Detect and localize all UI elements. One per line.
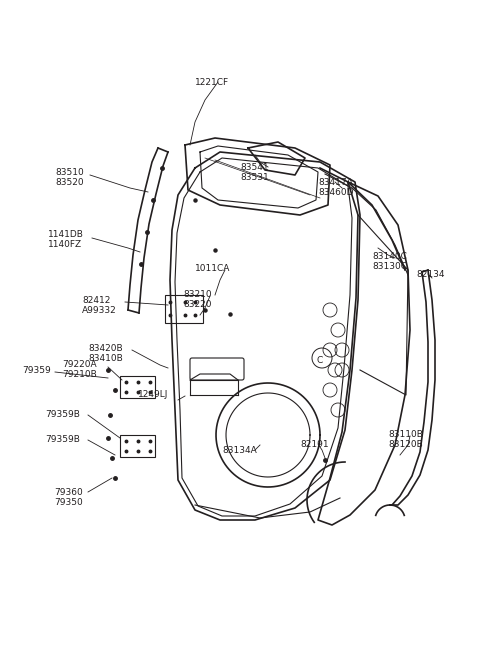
Text: 83420B
83410B: 83420B 83410B <box>88 344 123 363</box>
Text: 79360
79350: 79360 79350 <box>54 488 83 507</box>
Bar <box>120 376 155 398</box>
Text: 1221CF: 1221CF <box>195 78 229 87</box>
Text: 82191: 82191 <box>300 440 329 449</box>
Text: 82134: 82134 <box>416 270 444 279</box>
Text: 83110B
83120B: 83110B 83120B <box>388 430 423 449</box>
Text: 1249LJ: 1249LJ <box>138 390 168 399</box>
Text: 82412
A99332: 82412 A99332 <box>82 296 117 315</box>
Text: 83210
83220: 83210 83220 <box>183 290 212 309</box>
Text: 83510
83520: 83510 83520 <box>55 168 84 187</box>
Text: 1141DB
1140FZ: 1141DB 1140FZ <box>48 230 84 249</box>
Text: 79220A
79210B: 79220A 79210B <box>62 360 97 379</box>
Text: 83541
83531: 83541 83531 <box>240 163 269 182</box>
Text: 83140C
83130C: 83140C 83130C <box>372 252 407 271</box>
Text: 79359B: 79359B <box>45 435 80 444</box>
Text: 79359: 79359 <box>22 366 51 375</box>
Bar <box>120 435 155 457</box>
Bar <box>165 295 203 323</box>
Text: 79359B: 79359B <box>45 410 80 419</box>
Text: 83134A: 83134A <box>222 446 257 455</box>
Text: 1011CA: 1011CA <box>195 264 230 273</box>
Text: 83417A
83460D: 83417A 83460D <box>318 178 353 197</box>
Text: C: C <box>317 356 323 365</box>
